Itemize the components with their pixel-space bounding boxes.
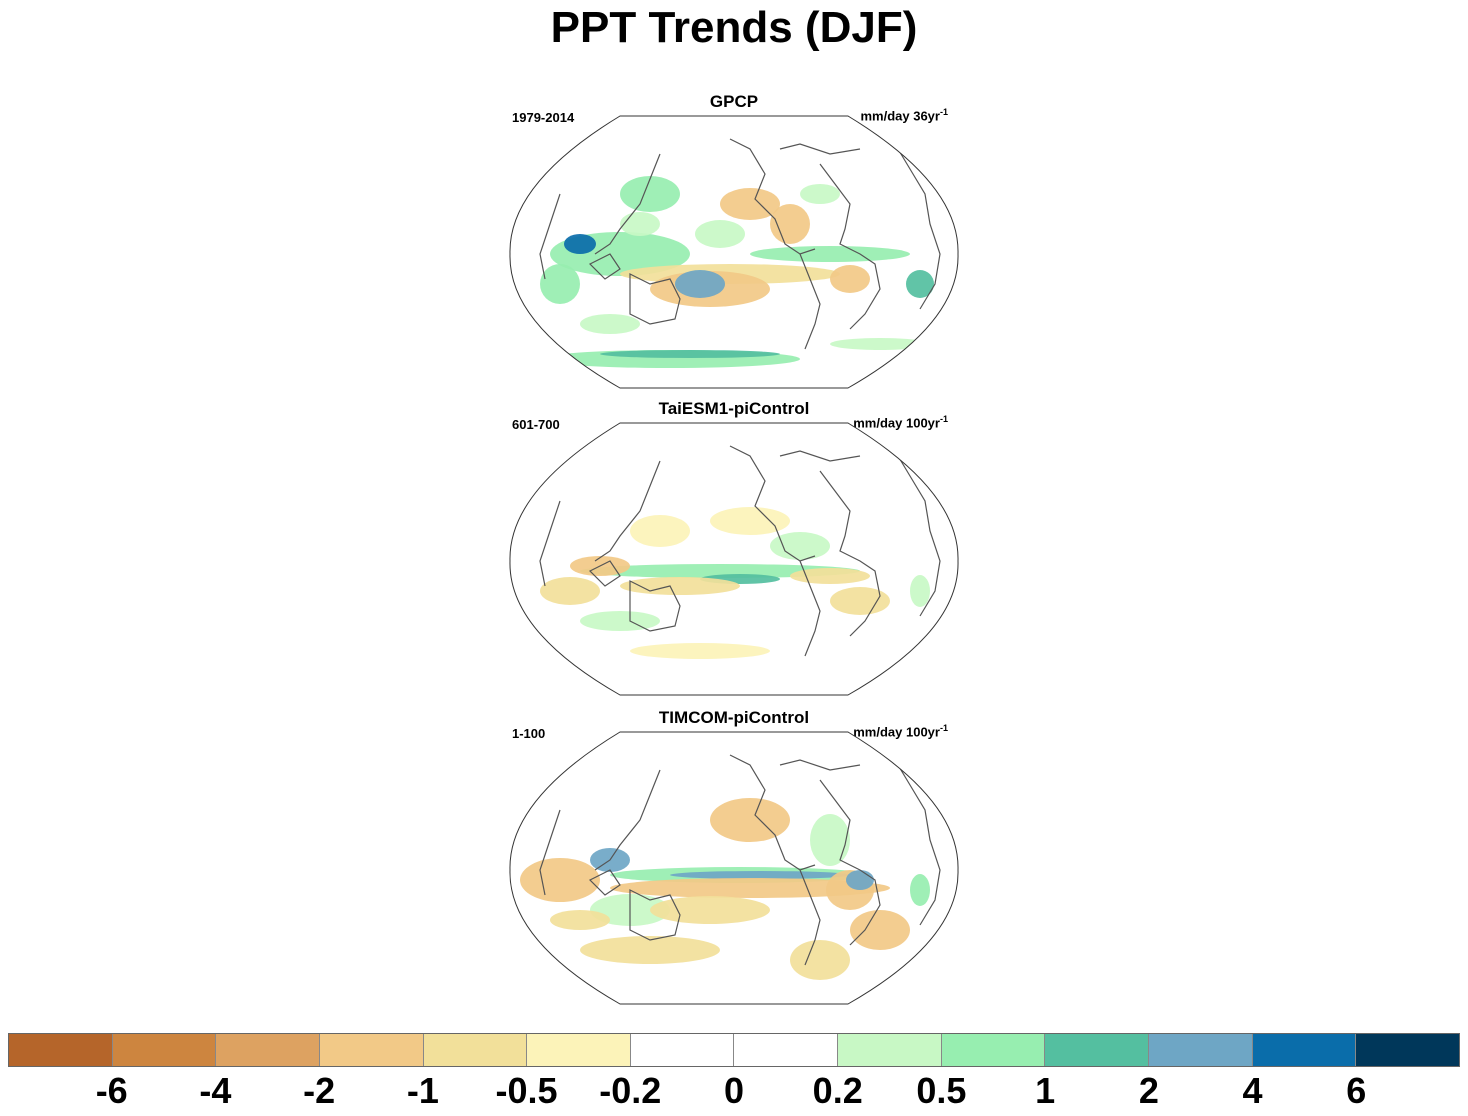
colorbar-swatch <box>1149 1034 1253 1066</box>
panel-units: mm/day 36yr-1 <box>860 107 948 124</box>
colorbar-label: 0 <box>723 1070 745 1111</box>
world-map <box>509 115 959 389</box>
colorbar-label: -6 <box>95 1070 128 1111</box>
colorbar-swatch <box>527 1034 631 1066</box>
panel-period: 601-700 <box>512 417 560 432</box>
panel-units: mm/day 100yr-1 <box>853 414 948 431</box>
colorbar-swatch <box>216 1034 320 1066</box>
figure-title: PPT Trends (DJF) <box>550 3 918 52</box>
colorbar-label: 0.2 <box>812 1070 863 1111</box>
colorbar-swatch <box>838 1034 942 1066</box>
world-map <box>509 731 959 1005</box>
colorbar-label: -4 <box>199 1070 232 1111</box>
colorbar <box>8 1033 1460 1067</box>
colorbar-swatch <box>423 1034 528 1066</box>
colorbar-label: -0.2 <box>599 1070 662 1111</box>
colorbar-label: -0.5 <box>495 1070 558 1111</box>
colorbar-label: 0.5 <box>916 1070 967 1111</box>
panel-title: TaiESM1-piControl <box>658 399 810 418</box>
colorbar-swatch <box>630 1034 735 1066</box>
colorbar-swatch <box>112 1034 217 1066</box>
colorbar-swatch <box>734 1034 839 1066</box>
colorbar-swatch <box>1045 1034 1150 1066</box>
colorbar-label: 2 <box>1138 1070 1159 1111</box>
colorbar-label: 1 <box>1035 1070 1056 1111</box>
colorbar-label: -1 <box>406 1070 439 1111</box>
panel-title: TIMCOM-piControl <box>658 708 810 727</box>
colorbar-swatch <box>319 1034 424 1066</box>
colorbar-swatch <box>9 1034 113 1066</box>
map-panel-taiesm1: TaiESM1-piControl 601-700 mm/day 100yr-1 <box>500 399 968 699</box>
colorbar-label: 4 <box>1242 1070 1263 1111</box>
colorbar-swatch <box>1252 1034 1357 1066</box>
colorbar-label: 6 <box>1346 1070 1367 1111</box>
colorbar-swatch <box>1356 1034 1459 1066</box>
panel-period: 1-100 <box>512 726 546 741</box>
colorbar-labels: -6 -4 -2 -1 -0.5 -0.2 0 0.2 0.5 1 2 4 6 <box>8 1070 1460 1116</box>
colorbar-label: -2 <box>303 1070 336 1111</box>
world-map <box>509 422 959 696</box>
map-panel-timcom: TIMCOM-piControl 1-100 mm/day 100yr-1 <box>500 708 968 1008</box>
map-panel-gpcp: GPCP 1979-2014 mm/day 36yr-1 <box>500 92 968 392</box>
colorbar-swatch <box>941 1034 1046 1066</box>
panel-period: 1979-2014 <box>512 110 575 125</box>
panel-units: mm/day 100yr-1 <box>853 723 948 740</box>
panel-title: GPCP <box>709 92 759 111</box>
